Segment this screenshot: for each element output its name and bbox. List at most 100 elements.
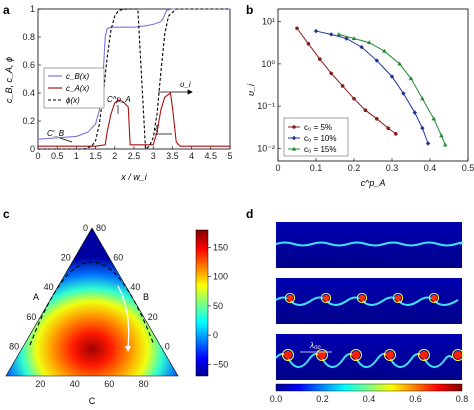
line-ca <box>38 92 230 147</box>
arrowhead-vi <box>187 89 193 95</box>
a-ytick-label: 0.2 <box>22 116 35 126</box>
panel-b-axes <box>277 8 469 162</box>
ternary-bottom-tick: 80 <box>139 379 149 389</box>
precipitate-rim <box>392 292 404 304</box>
panel-d-colorbar-ticks: 0.0 0.2 0.4 0.6 0.8 <box>270 394 469 404</box>
legend-marker-10 <box>291 135 297 141</box>
snapshot-2-bg <box>276 278 462 324</box>
b-xtick-label: 0.2 <box>348 163 361 173</box>
ternary-right-tick: 20 <box>148 312 158 322</box>
precipitate <box>420 351 428 359</box>
precipitate-rim <box>320 292 332 304</box>
b-ytick-label: 10¹ <box>262 17 275 27</box>
ternary-white-trajectory <box>117 285 130 349</box>
c-cbar-tick-label: −50 <box>213 359 228 369</box>
annot-vi: υ_i <box>180 80 191 89</box>
ternary-right-tick: 0 <box>165 341 170 351</box>
series-10pct-point <box>412 110 417 115</box>
series-5pct-point <box>375 117 379 121</box>
series-15pct-point <box>382 48 387 53</box>
panel-a-lines <box>37 8 230 151</box>
precipitate-rim <box>428 292 440 304</box>
series-10pct-point <box>344 36 349 41</box>
a-ytick-label: 0.4 <box>22 88 35 98</box>
legend-label-phi: ϕ(x) <box>66 96 80 105</box>
b-xtick-label: 0.5 <box>462 163 474 173</box>
series-15pct-line <box>338 33 446 146</box>
series-5pct-point <box>306 41 311 46</box>
a-xtick-label: 4.5 <box>205 151 218 161</box>
a-xtick-label: 2 <box>112 151 117 161</box>
ternary-axis-b: B <box>143 292 149 302</box>
ternary-left-tick: 40 <box>44 282 54 292</box>
series-10pct-point <box>313 28 319 34</box>
annot-xi: ξ <box>155 124 159 133</box>
snapshot-1 <box>275 222 463 268</box>
precipitate-rim <box>316 349 328 361</box>
precipitate <box>454 351 462 359</box>
b-xtick-label: 0.4 <box>424 163 437 173</box>
precipitate-rim <box>350 349 362 361</box>
series-5pct-point <box>352 96 356 101</box>
series-15pct-point <box>443 142 448 147</box>
ternary-axis-c: C <box>89 396 96 406</box>
c-cbar-tick-label: 0 <box>213 330 218 340</box>
series-10pct-point <box>374 58 379 63</box>
panel-b-xlabel: c^p_A <box>361 178 386 188</box>
series-15pct-point <box>397 61 402 66</box>
panel-d: d λ₀₀ 0.0 0.2 0.4 0.6 0.8 <box>246 207 468 404</box>
ternary-dashed-boundary <box>29 261 155 346</box>
legend-label-cb: c_B(x) <box>66 72 89 81</box>
ternary-bottom-ticks: 20 40 60 80 <box>35 379 148 389</box>
a-xtick-label: 0 <box>35 151 40 161</box>
d-cbar-tick-label: 0.2 <box>316 394 329 404</box>
panel-a-arrows <box>59 89 193 143</box>
ternary-bottom-tick: 40 <box>70 379 80 389</box>
precipitate-rim <box>356 292 368 304</box>
precipitate-rim <box>282 349 294 361</box>
panel-b-label: b <box>246 3 253 17</box>
a-xtick-label: 3.5 <box>166 151 179 161</box>
precipitate-rim <box>452 349 464 361</box>
series-10pct-point <box>401 91 406 96</box>
panel-b-legend: c₀ = 5% c₀ = 10% c₀ = 15% <box>283 117 349 157</box>
series-5pct-point <box>295 26 299 31</box>
c-cbar-tick-label: 50 <box>213 301 223 311</box>
ternary-right-tick: 80 <box>96 223 106 233</box>
legend-label-15: c₀ = 15% <box>304 145 336 154</box>
snapshot-3-bg <box>276 334 462 380</box>
panel-b-yticks: 10⁻² 10⁻¹ 10⁰ 10¹ <box>257 17 281 153</box>
a-ytick-label: 0.8 <box>22 32 35 42</box>
snapshot-2 <box>275 278 462 324</box>
snapshot-3-precipitates <box>282 349 464 361</box>
legend-label-5: c₀ = 5% <box>304 123 332 132</box>
ternary-left-tick: 60 <box>26 312 36 322</box>
panel-b-lines <box>295 26 448 147</box>
ternary-right-tick: 40 <box>130 282 140 292</box>
series-5pct-point <box>340 84 345 88</box>
panel-d-colorbar <box>275 383 463 392</box>
precipitate <box>284 351 292 359</box>
d-cbar-tick-label: 0.8 <box>456 394 469 404</box>
series-5pct-point <box>386 126 391 130</box>
annot-cb-prime: C′_B <box>47 129 65 138</box>
ternary-left-tick: 80 <box>9 341 19 351</box>
series-10pct-point <box>420 125 425 131</box>
series-15pct-point <box>367 40 372 45</box>
panel-c-label: c <box>3 207 10 221</box>
precipitate <box>386 351 394 359</box>
arrow-cb-prime <box>59 137 73 143</box>
a-xtick-label: 5 <box>227 151 232 161</box>
panel-c: c 0 20 40 60 80 80 60 40 20 0 20 40 60 80 A B C 150… <box>3 207 228 406</box>
b-ytick-label: 10⁻² <box>257 143 275 153</box>
ternary-heatmap <box>5 227 179 377</box>
precipitate <box>322 294 330 302</box>
series-15pct-point <box>351 36 357 41</box>
series-15pct-point <box>336 32 341 37</box>
panel-c-colorbar-ticks: 150 100 50 0 −50 <box>208 243 228 369</box>
b-xtick-label: 0.3 <box>386 163 399 173</box>
lambda-label: λ₀₀ <box>309 341 321 350</box>
d-cbar-tick-label: 0.0 <box>270 394 283 404</box>
precipitate-rim <box>384 349 396 361</box>
